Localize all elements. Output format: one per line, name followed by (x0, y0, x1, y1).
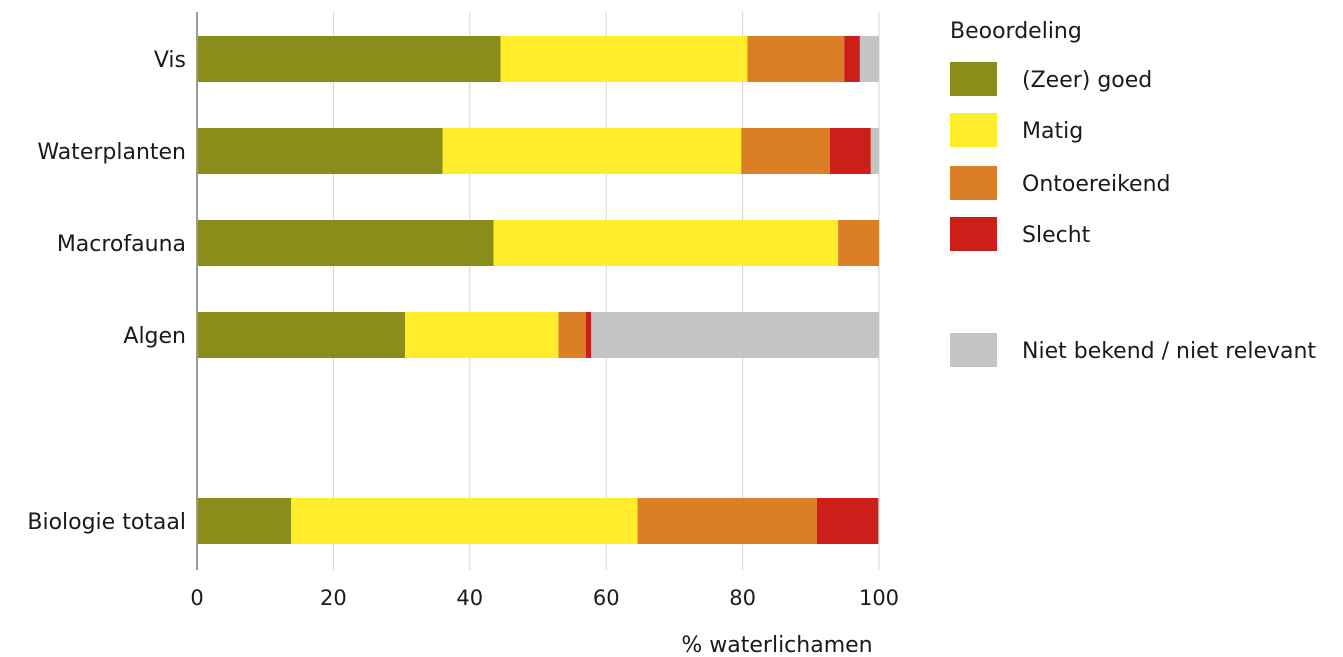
bars (197, 36, 879, 544)
bar-waterplanten-segment-1 (442, 128, 742, 174)
legend-label-4: Niet bekend / niet relevant (1022, 339, 1316, 364)
x-axis-title: % waterlichamen (681, 633, 872, 657)
category-label-biologie-totaal: Biologie totaal (27, 510, 186, 535)
bar-biologie-totaal-segment-1 (291, 498, 638, 544)
x-tick-40: 40 (456, 586, 483, 610)
bar-biologie-totaal-segment-2 (637, 498, 817, 544)
legend: Beoordeling (Zeer) goed Matig Ontoereikend… (950, 19, 1316, 367)
bar-algen-segment-4 (591, 312, 879, 358)
bar-vis-segment-4 (859, 36, 879, 82)
bar-biologie-totaal-segment-3 (816, 498, 879, 544)
bar-vis-segment-0 (197, 36, 501, 82)
x-tick-80: 80 (729, 586, 756, 610)
x-tick-labels: 0 20 40 60 80 100 (190, 586, 899, 610)
legend-label-0: (Zeer) goed (1022, 68, 1152, 93)
legend-title: Beoordeling (950, 19, 1082, 44)
bar-vis-segment-1 (500, 36, 748, 82)
bar-vis-segment-2 (747, 36, 845, 82)
bar-macrofauna-segment-2 (838, 220, 879, 266)
bar-macrofauna-segment-1 (493, 220, 839, 266)
legend-items: (Zeer) goed Matig Ontoereikend Slecht Niet b… (950, 62, 1316, 367)
bar-waterplanten-segment-3 (829, 128, 871, 174)
grid-lines (332, 12, 880, 570)
legend-swatch-4 (950, 333, 997, 367)
x-tick-20: 20 (320, 586, 347, 610)
x-tick-0: 0 (190, 586, 203, 610)
legend-label-1: Matig (1022, 119, 1083, 144)
legend-swatch-1 (950, 113, 997, 147)
bar-waterplanten-segment-0 (197, 128, 443, 174)
legend-label-2: Ontoereikend (1022, 172, 1171, 197)
legend-swatch-0 (950, 62, 997, 96)
bar-vis-segment-3 (844, 36, 860, 82)
category-label-algen: Algen (123, 324, 186, 349)
legend-swatch-3 (950, 217, 997, 251)
category-label-vis: Vis (154, 48, 186, 73)
bar-algen-segment-3 (585, 312, 592, 358)
category-labels: Vis Waterplanten Macrofauna Algen Biologie t… (27, 48, 186, 535)
category-label-waterplanten: Waterplanten (37, 140, 186, 165)
bar-algen-segment-0 (197, 312, 406, 358)
bar-macrofauna-segment-0 (197, 220, 494, 266)
legend-label-3: Slecht (1022, 223, 1091, 248)
bar-biologie-totaal-segment-0 (197, 498, 292, 544)
bar-algen-segment-2 (558, 312, 586, 358)
bar-algen-segment-1 (405, 312, 559, 358)
bar-waterplanten-segment-2 (741, 128, 830, 174)
bar-waterplanten-segment-4 (870, 128, 879, 174)
category-label-macrofauna: Macrofauna (57, 232, 186, 257)
x-tick-100: 100 (859, 586, 899, 610)
legend-swatch-2 (950, 166, 997, 200)
x-tick-60: 60 (593, 586, 620, 610)
